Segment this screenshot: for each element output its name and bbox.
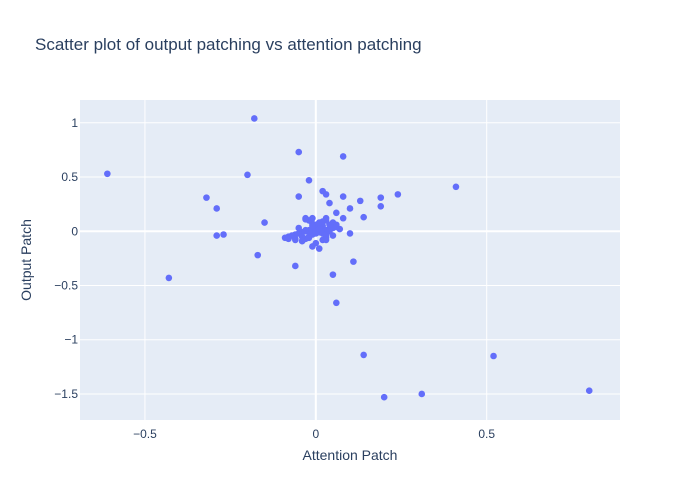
- x-tick-label: 0: [312, 427, 319, 441]
- data-point: [394, 191, 402, 198]
- data-point: [305, 176, 313, 184]
- data-point: [322, 191, 330, 198]
- data-point: [315, 245, 323, 252]
- data-point: [254, 251, 262, 259]
- data-point: [326, 227, 333, 235]
- x-axis-title: Attention Patch: [303, 447, 398, 463]
- data-point: [319, 218, 326, 225]
- plot-area: [80, 100, 620, 420]
- data-point: [336, 225, 344, 233]
- y-tick-label: 0: [71, 224, 78, 238]
- data-point: [490, 352, 497, 360]
- data-point: [251, 115, 258, 122]
- data-point: [418, 390, 426, 398]
- data-point: [302, 214, 309, 222]
- data-point: [203, 194, 210, 201]
- data-point: [295, 224, 303, 232]
- data-point: [339, 193, 347, 200]
- data-point: [356, 197, 364, 205]
- data-point: [326, 221, 333, 229]
- data-point: [333, 299, 340, 307]
- data-point: [322, 236, 330, 244]
- y-axis-title: Output Patch: [18, 219, 34, 301]
- data-point: [339, 214, 347, 222]
- data-point: [360, 213, 367, 221]
- data-point: [292, 262, 299, 270]
- data-point: [165, 274, 173, 282]
- data-point: [350, 258, 357, 265]
- data-point: [295, 148, 303, 156]
- data-point: [213, 232, 221, 239]
- data-point: [333, 209, 340, 217]
- data-point: [292, 235, 299, 243]
- y-tick-label: −1: [64, 333, 78, 347]
- x-tick-label: 0.5: [478, 427, 495, 441]
- data-point: [346, 205, 354, 212]
- data-point: [309, 222, 316, 230]
- data-point: [329, 271, 337, 278]
- y-tick-label: −1.5: [54, 387, 78, 401]
- data-point: [326, 199, 333, 207]
- data-point: [380, 393, 388, 401]
- y-tick-label: 0.5: [61, 170, 78, 184]
- data-point: [377, 203, 385, 210]
- data-point: [244, 171, 251, 179]
- data-point: [315, 225, 323, 233]
- data-point: [452, 183, 460, 191]
- data-point: [302, 226, 309, 234]
- data-point: [339, 153, 347, 160]
- y-tick-label: −0.5: [54, 278, 78, 292]
- data-point: [346, 230, 354, 237]
- data-point: [309, 243, 316, 250]
- data-point: [261, 219, 268, 226]
- chart-title: Scatter plot of output patching vs atten…: [35, 35, 422, 54]
- y-tick-label: 1: [71, 116, 78, 130]
- data-point: [305, 234, 313, 242]
- y-axis-ticks: −1.5 −1 −0.5 0 0.5 1: [54, 116, 78, 401]
- x-tick-label: −0.5: [133, 427, 157, 441]
- data-point: [377, 194, 385, 201]
- data-point: [295, 193, 303, 200]
- data-point: [360, 351, 367, 359]
- x-axis-ticks: −0.5 0 0.5: [133, 427, 495, 441]
- data-point: [298, 237, 306, 245]
- data-point: [104, 170, 111, 178]
- data-point: [585, 387, 593, 395]
- data-points: [104, 115, 593, 401]
- data-point: [220, 231, 227, 238]
- data-point: [285, 235, 292, 243]
- data-point: [213, 205, 221, 212]
